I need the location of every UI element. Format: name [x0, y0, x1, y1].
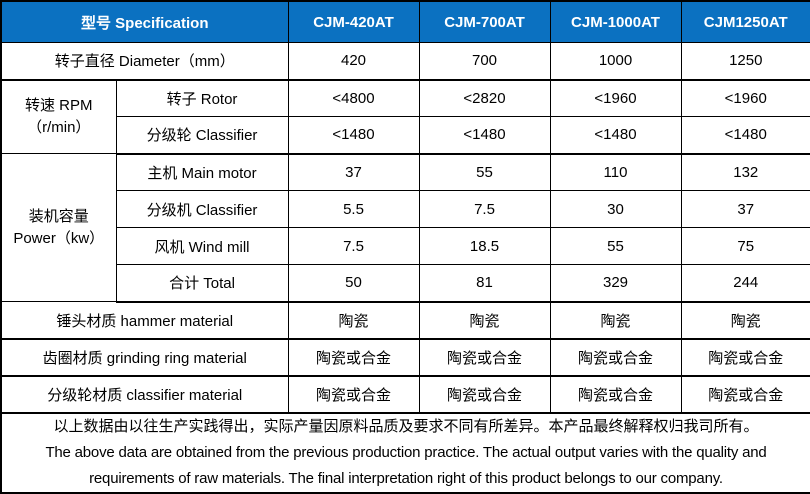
grinding-ring-material-value-1: 陶瓷或合金: [418, 338, 551, 377]
classifier-material-label: 分级轮材质 classifier material: [0, 375, 289, 414]
rpm-group-label-line1: 转速 RPM: [24, 96, 93, 114]
classifier-material-value-2: 陶瓷或合金: [549, 375, 682, 414]
hammer-material-value-3: 陶瓷: [680, 301, 810, 340]
rotor-value-2: <1960: [549, 79, 682, 117]
classifier-material-value-3: 陶瓷或合金: [680, 375, 810, 414]
main-motor-label: 主机 Main motor: [115, 153, 289, 191]
classifier-material-row: 分级轮材质 classifier material 陶瓷或合金 陶瓷或合金 陶瓷…: [0, 375, 810, 414]
hammer-material-value-0: 陶瓷: [287, 301, 420, 340]
main-motor-value-3: 132: [680, 153, 810, 191]
grinding-ring-material-value-3: 陶瓷或合金: [680, 338, 810, 377]
rotor-value-0: <4800: [287, 79, 420, 117]
rpm-classifier-value-1: <1480: [418, 116, 551, 155]
wind-mill-label: 风机 Wind mill: [115, 227, 289, 265]
diameter-value-2: 1000: [549, 42, 682, 81]
model-header-3: CJM1250AT: [680, 0, 810, 43]
wind-mill-value-3: 75: [680, 227, 810, 265]
power-total-row: 合计 Total 50 81 329 244: [1, 264, 810, 303]
power-classifier-row: 分级机 Classifier 5.5 7.5 30 37: [1, 190, 810, 228]
hammer-material-value-1: 陶瓷: [418, 301, 551, 340]
rpm-group-label-line2: （r/min）: [27, 118, 91, 136]
power-wind-mill-row: 风机 Wind mill 7.5 18.5 55 75: [1, 227, 810, 265]
model-header-1: CJM-700AT: [418, 0, 551, 43]
rpm-classifier-label: 分级轮 Classifier: [115, 116, 289, 155]
hammer-material-label: 锤头材质 hammer material: [0, 301, 289, 340]
power-classifier-value-3: 37: [680, 190, 810, 228]
grinding-ring-material-value-0: 陶瓷或合金: [287, 338, 420, 377]
hammer-material-value-2: 陶瓷: [549, 301, 682, 340]
main-motor-value-0: 37: [287, 153, 420, 191]
power-classifier-value-1: 7.5: [418, 190, 551, 228]
main-motor-value-2: 110: [549, 153, 682, 191]
power-classifier-label: 分级机 Classifier: [115, 190, 289, 228]
model-header-0: CJM-420AT: [287, 0, 420, 43]
wind-mill-value-0: 7.5: [287, 227, 420, 265]
diameter-label: 转子直径 Diameter（mm）: [0, 42, 289, 81]
diameter-value-1: 700: [418, 42, 551, 81]
total-value-0: 50: [287, 264, 420, 303]
spec-header-cell: 型号 Specification: [0, 0, 289, 43]
total-value-2: 329: [549, 264, 682, 303]
classifier-material-value-0: 陶瓷或合金: [287, 375, 420, 414]
model-header-2: CJM-1000AT: [549, 0, 682, 43]
main-motor-value-1: 55: [418, 153, 551, 191]
rotor-value-1: <2820: [418, 79, 551, 117]
rpm-rotor-row: 转速 RPM （r/min） 转子 Rotor <4800 <2820 <196…: [0, 79, 810, 154]
diameter-value-0: 420: [287, 42, 420, 81]
footer-line-en-1: The above data are obtained from the pre…: [45, 443, 767, 461]
rpm-classifier-value-2: <1480: [549, 116, 682, 155]
grinding-ring-material-value-2: 陶瓷或合金: [549, 338, 682, 377]
classifier-material-value-1: 陶瓷或合金: [418, 375, 551, 414]
rpm-classifier-value-3: <1480: [680, 116, 810, 155]
total-value-1: 81: [418, 264, 551, 303]
wind-mill-value-1: 18.5: [418, 227, 551, 265]
wind-mill-value-2: 55: [549, 227, 682, 265]
header-row: 型号 Specification CJM-420AT CJM-700AT CJM…: [0, 0, 810, 43]
power-group-label: 装机容量 Power（kw）: [0, 153, 117, 302]
footer-line-en-2: requirements of raw materials. The final…: [89, 469, 723, 487]
rotor-label: 转子 Rotor: [115, 79, 289, 117]
hammer-material-row: 锤头材质 hammer material 陶瓷 陶瓷 陶瓷 陶瓷: [0, 301, 810, 340]
power-main-motor-row: 装机容量 Power（kw） 主机 Main motor 37 55 110 1…: [0, 153, 810, 302]
footer-line-cn: 以上数据由以往生产实践得出，实际产量因原料品质及要求不同有所差异。本产品最终解释…: [53, 417, 759, 435]
diameter-value-3: 1250: [680, 42, 810, 81]
rpm-classifier-value-0: <1480: [287, 116, 420, 155]
grinding-ring-material-row: 齿圈材质 grinding ring material 陶瓷或合金 陶瓷或合金 …: [0, 338, 810, 377]
total-value-3: 244: [680, 264, 810, 303]
rpm-classifier-row: 分级轮 Classifier <1480 <1480 <1480 <1480: [1, 116, 810, 155]
total-label: 合计 Total: [115, 264, 289, 303]
power-group-label-line2: Power（kw）: [13, 229, 105, 247]
grinding-ring-material-label: 齿圈材质 grinding ring material: [0, 338, 289, 377]
power-group-label-line1: 装机容量: [28, 207, 89, 225]
footer-row: 以上数据由以往生产实践得出，实际产量因原料品质及要求不同有所差异。本产品最终解释…: [0, 412, 810, 493]
diameter-row: 转子直径 Diameter（mm） 420 700 1000 1250: [0, 42, 810, 81]
power-classifier-value-2: 30: [549, 190, 682, 228]
footer-note: 以上数据由以往生产实践得出，实际产量因原料品质及要求不同有所差异。本产品最终解释…: [0, 412, 810, 493]
rpm-group-label: 转速 RPM （r/min）: [0, 79, 117, 154]
rotor-value-3: <1960: [680, 79, 810, 117]
power-classifier-value-0: 5.5: [287, 190, 420, 228]
